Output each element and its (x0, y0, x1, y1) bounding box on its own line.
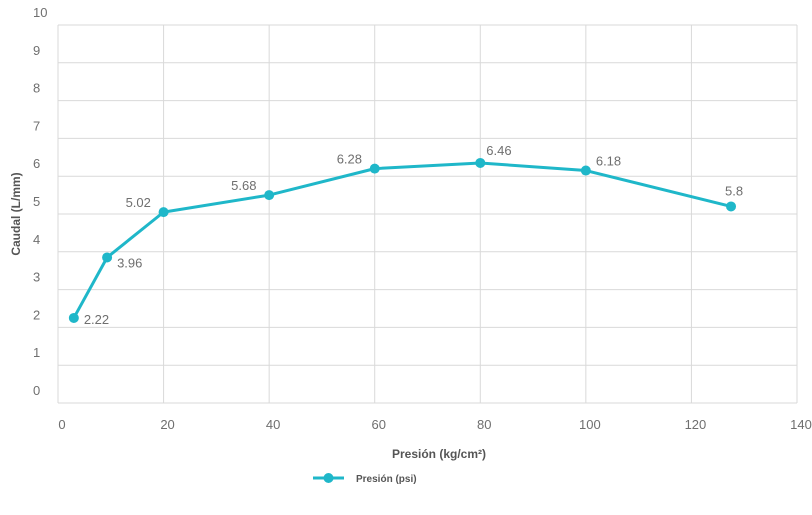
y-tick-label: 7 (33, 118, 40, 133)
data-point (158, 207, 169, 218)
data-label: 5.68 (231, 178, 256, 193)
y-tick-label: 8 (33, 81, 40, 96)
legend: Presión (psi) (313, 473, 417, 485)
y-tick-label: 5 (33, 194, 40, 209)
y-tick-label: 9 (33, 43, 40, 58)
data-label: 6.46 (486, 143, 511, 158)
y-tick-label: 3 (33, 270, 40, 285)
series-layer (68, 157, 737, 323)
data-point (475, 157, 486, 168)
y-tick-label: 10 (33, 5, 47, 20)
y-tick-label: 4 (33, 232, 40, 247)
grid (57, 24, 798, 404)
x-tick-label: 20 (160, 417, 174, 432)
x-tick-label: 80 (477, 417, 491, 432)
data-point (264, 190, 275, 201)
x-tick-label: 40 (266, 417, 280, 432)
x-tick-label: 140 (790, 417, 812, 432)
data-point (102, 252, 113, 263)
data-label: 2.22 (84, 312, 109, 327)
x-tick-label: 60 (371, 417, 385, 432)
x-tick-label: 100 (579, 417, 601, 432)
x-tick-label: 0 (58, 417, 65, 432)
data-label: 5.8 (725, 183, 743, 198)
series-line (72, 161, 732, 319)
data-point (68, 312, 79, 323)
x-axis-ticks: 0 20 40 60 80 100 120 140 (58, 417, 811, 432)
data-labels: 2.22 3.96 5.02 5.68 6.28 6.46 6.18 5.8 (84, 143, 743, 327)
data-label: 6.18 (596, 154, 621, 169)
data-point (369, 163, 380, 174)
data-point (580, 165, 591, 176)
legend-label: Presión (psi) (356, 474, 417, 485)
data-label: 5.02 (126, 195, 151, 210)
y-tick-label: 0 (33, 383, 40, 398)
y-tick-label: 1 (33, 345, 40, 360)
y-tick-label: 6 (33, 156, 40, 171)
data-label: 6.28 (337, 152, 362, 167)
y-axis-title: Caudal (L/mm) (9, 172, 23, 255)
x-axis-title: Presión (kg/cm²) (392, 447, 486, 461)
legend-marker-icon (323, 473, 334, 483)
data-label: 3.96 (117, 255, 142, 270)
data-point (726, 201, 737, 212)
y-axis-ticks: 0 1 2 3 4 5 6 7 8 9 10 (33, 5, 47, 398)
x-tick-label: 120 (685, 417, 707, 432)
y-tick-label: 2 (33, 307, 40, 322)
